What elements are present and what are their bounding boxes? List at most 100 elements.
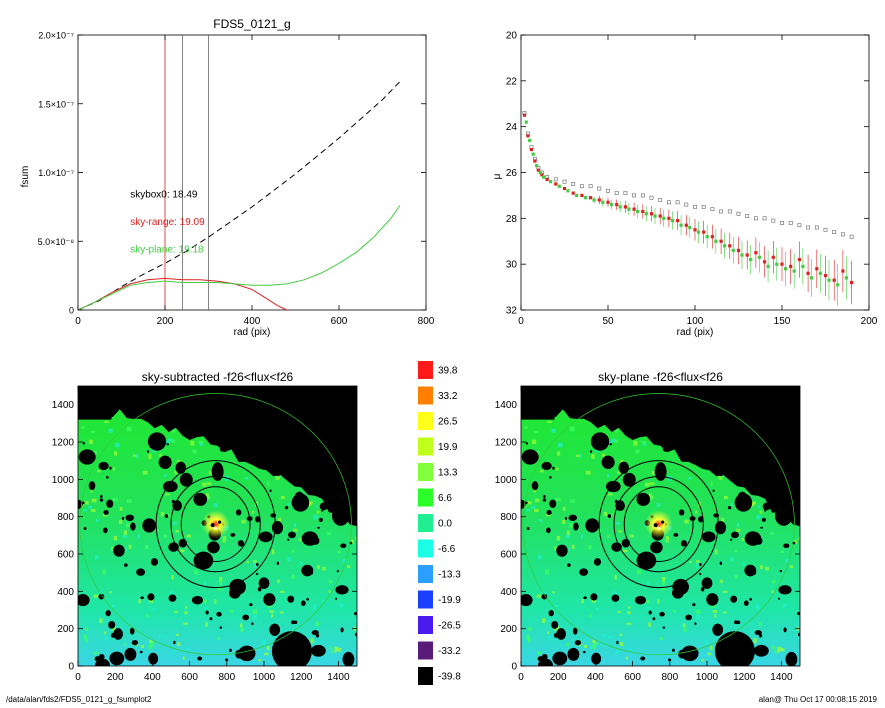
noise-speckle bbox=[612, 591, 618, 595]
noise-speckle bbox=[93, 657, 96, 660]
colorbar-swatch bbox=[418, 539, 433, 558]
noise-speckle bbox=[580, 533, 583, 539]
data-point bbox=[662, 216, 666, 220]
series-line bbox=[77, 205, 401, 311]
data-point bbox=[531, 152, 535, 156]
galaxy-core bbox=[201, 510, 230, 539]
noise-speckle bbox=[97, 470, 101, 473]
data-point bbox=[763, 260, 767, 264]
noise-speckle bbox=[585, 470, 591, 475]
noise-speckle bbox=[99, 618, 103, 623]
y-tick-label: 800 bbox=[500, 512, 517, 523]
masked-star bbox=[680, 540, 688, 547]
data-point bbox=[528, 138, 532, 143]
data-point bbox=[615, 202, 619, 207]
noise-speckle bbox=[205, 622, 208, 627]
masked-star bbox=[235, 649, 243, 659]
data-point bbox=[635, 209, 640, 214]
noise-speckle bbox=[126, 426, 132, 432]
noise-speckle bbox=[777, 646, 782, 652]
masked-star bbox=[701, 577, 713, 589]
masked-star bbox=[542, 498, 547, 502]
colorbar-swatch bbox=[418, 463, 433, 481]
image-frame bbox=[520, 385, 801, 667]
masked-star bbox=[287, 531, 296, 539]
noise-speckle bbox=[648, 622, 651, 627]
noise-speckle bbox=[622, 549, 628, 553]
masked-star bbox=[589, 450, 593, 453]
masked-star bbox=[525, 501, 528, 505]
noise-speckle bbox=[174, 610, 178, 614]
noise-speckle bbox=[342, 558, 347, 563]
y-tick-label: 28 bbox=[506, 214, 518, 225]
masked-star bbox=[78, 594, 90, 607]
noise-speckle bbox=[629, 534, 634, 538]
noise-speckle bbox=[537, 651, 542, 655]
noise-speckle bbox=[571, 544, 575, 549]
noise-speckle bbox=[723, 495, 728, 500]
noise-speckle bbox=[126, 499, 132, 503]
data-point bbox=[533, 159, 537, 163]
data-point bbox=[789, 264, 793, 269]
data-point bbox=[623, 191, 628, 196]
data-point bbox=[792, 269, 796, 273]
masked-star bbox=[685, 614, 692, 621]
noise-speckle bbox=[322, 599, 325, 602]
data-point bbox=[640, 193, 645, 198]
noise-speckle bbox=[171, 575, 174, 580]
colorbar-label: 0.0 bbox=[438, 519, 452, 530]
data-point bbox=[535, 164, 539, 168]
noise-speckle bbox=[759, 565, 763, 569]
data-point bbox=[597, 186, 602, 191]
noise-speckle bbox=[736, 522, 739, 527]
noise-speckle bbox=[271, 549, 275, 555]
masked-star bbox=[265, 449, 269, 453]
data-point bbox=[801, 264, 805, 269]
x-tick-label: 400 bbox=[144, 672, 161, 683]
data-point bbox=[553, 177, 558, 182]
x-tick-label: 600 bbox=[181, 672, 198, 683]
data-point bbox=[575, 193, 579, 198]
noise-speckle bbox=[128, 544, 132, 549]
masked-star bbox=[311, 536, 320, 545]
noise-speckle bbox=[158, 634, 163, 637]
masked-star bbox=[340, 543, 347, 548]
noise-speckle bbox=[589, 613, 592, 618]
colorbar-label: 6.6 bbox=[438, 493, 452, 504]
noise-speckle bbox=[656, 503, 661, 508]
colorbar-swatch bbox=[418, 361, 433, 379]
masked-star bbox=[758, 450, 762, 454]
data-point bbox=[701, 204, 706, 209]
noise-speckle bbox=[568, 523, 574, 528]
masked-star bbox=[105, 476, 109, 479]
noise-speckle bbox=[615, 522, 621, 525]
noise-speckle bbox=[152, 607, 156, 611]
masked-star bbox=[235, 509, 242, 516]
masked-star bbox=[796, 612, 800, 616]
noise-speckle bbox=[789, 565, 794, 569]
noise-speckle bbox=[208, 470, 214, 475]
data-point bbox=[524, 120, 528, 124]
noise-speckle bbox=[718, 476, 723, 480]
noise-speckle bbox=[163, 440, 169, 446]
plot-frame bbox=[77, 34, 427, 311]
masked-star bbox=[698, 516, 704, 523]
noise-speckle bbox=[606, 534, 611, 538]
sky-plane-image-plot: 0 200 400 600 800 1000 1200 1400 0 200 400 600 800 10… bbox=[495, 370, 801, 683]
noise-speckle bbox=[132, 454, 137, 458]
noise-speckle bbox=[555, 467, 559, 471]
noise-speckle bbox=[165, 493, 170, 496]
masked-star bbox=[564, 516, 568, 520]
y-tick-label: 0 bbox=[69, 306, 74, 316]
noise-speckle bbox=[557, 451, 561, 456]
masked-star bbox=[335, 597, 338, 600]
data-point bbox=[806, 271, 810, 275]
data-point bbox=[771, 218, 776, 223]
data-point bbox=[536, 168, 540, 172]
noise-speckle bbox=[253, 562, 257, 568]
noise-speckle bbox=[547, 631, 550, 635]
masked-star bbox=[611, 542, 622, 552]
noise-speckle bbox=[651, 470, 657, 475]
data-point bbox=[658, 214, 662, 218]
masked-star bbox=[727, 505, 732, 510]
